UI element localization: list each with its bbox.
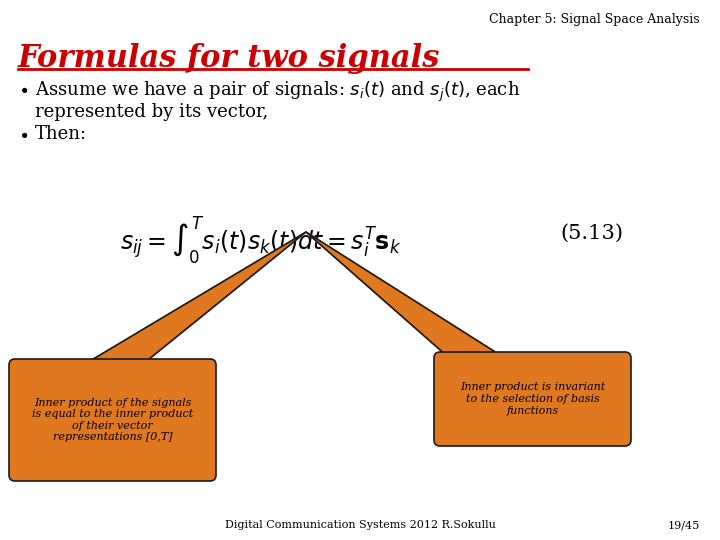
Polygon shape bbox=[84, 232, 306, 365]
Text: represented by its vector,: represented by its vector, bbox=[35, 103, 269, 121]
Text: $\bullet$: $\bullet$ bbox=[18, 80, 28, 98]
FancyBboxPatch shape bbox=[9, 359, 216, 481]
Text: 19/45: 19/45 bbox=[667, 520, 700, 530]
Text: (5.13): (5.13) bbox=[560, 224, 623, 243]
FancyBboxPatch shape bbox=[434, 352, 631, 446]
Polygon shape bbox=[306, 232, 505, 358]
Text: Digital Communication Systems 2012 R.Sokullu: Digital Communication Systems 2012 R.Sok… bbox=[225, 520, 495, 530]
Text: Chapter 5: Signal Space Analysis: Chapter 5: Signal Space Analysis bbox=[490, 13, 700, 26]
Text: Inner product of the signals
is equal to the inner product
of their vector
repre: Inner product of the signals is equal to… bbox=[32, 397, 193, 442]
Text: $s_{ij} = \int_0^T s_i(t)s_k(t)dt = s_i^T \mathbf{s}_k$: $s_{ij} = \int_0^T s_i(t)s_k(t)dt = s_i^… bbox=[120, 215, 401, 266]
Text: Then:: Then: bbox=[35, 125, 87, 143]
Text: $\bullet$: $\bullet$ bbox=[18, 125, 28, 143]
Text: Formulas for two signals: Formulas for two signals bbox=[18, 43, 441, 74]
Text: Inner product is invariant
to the selection of basis
functions: Inner product is invariant to the select… bbox=[460, 382, 605, 416]
Text: Assume we have a pair of signals: $s_i(t)$ and $s_j(t)$, each: Assume we have a pair of signals: $s_i(t… bbox=[35, 80, 521, 104]
